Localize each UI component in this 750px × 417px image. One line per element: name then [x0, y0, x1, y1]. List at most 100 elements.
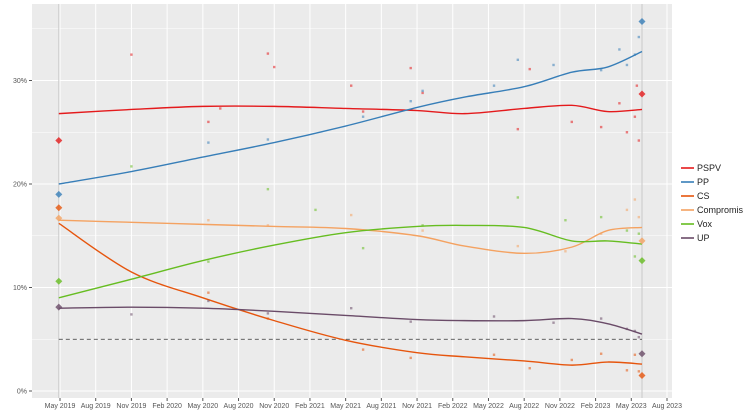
poll-point — [637, 370, 641, 373]
trend-line-vox — [58, 224, 643, 299]
trend-line-cs — [58, 222, 643, 366]
poll-point — [633, 329, 637, 333]
x-tick-label: Aug 2023 — [652, 403, 682, 410]
poll-point — [350, 307, 353, 310]
poll-point — [421, 89, 424, 93]
poll-point — [633, 255, 637, 258]
poll-point — [618, 102, 621, 105]
poll-point — [350, 213, 353, 217]
poll-point — [635, 84, 639, 87]
poll-point — [361, 348, 365, 351]
election-result-marker — [638, 18, 646, 26]
poll-point — [207, 299, 210, 303]
poll-point — [599, 215, 603, 219]
election-result-marker — [55, 303, 63, 311]
x-tick-label: Nov 2020 — [259, 403, 289, 410]
poll-point — [207, 291, 210, 294]
poll-point — [516, 244, 520, 248]
poll-point — [409, 356, 412, 360]
poll-point — [637, 35, 641, 39]
poll-point — [637, 139, 641, 142]
poll-point — [130, 53, 133, 56]
poll-point — [207, 219, 210, 222]
poll-point — [516, 196, 520, 199]
legend-label: PP — [697, 177, 709, 187]
election-result-marker — [638, 237, 646, 245]
y-tick-label: 30% — [13, 78, 27, 85]
poll-point — [266, 187, 270, 191]
trend-line-up — [58, 306, 643, 335]
poll-point — [625, 327, 629, 331]
poll-point — [350, 84, 353, 87]
poll-point — [625, 63, 629, 67]
poll-point — [492, 353, 496, 356]
poll-point — [207, 120, 210, 124]
poll-point — [266, 138, 270, 141]
poll-point — [361, 110, 365, 113]
poll-point — [130, 313, 133, 316]
legend-label: UP — [697, 233, 710, 243]
poll-point — [516, 127, 520, 131]
poll-point — [266, 317, 270, 320]
poll-point — [633, 353, 637, 356]
poll-point — [570, 358, 573, 362]
poll-point — [618, 48, 621, 51]
y-tick-label: 20% — [13, 182, 27, 189]
poll-point — [266, 312, 270, 315]
poll-point — [409, 320, 412, 323]
poll-point — [409, 100, 412, 103]
poll-point — [570, 120, 573, 124]
poll-point — [599, 352, 603, 355]
poll-point — [266, 52, 270, 55]
plot-background — [32, 4, 672, 398]
x-tick-label: Feb 2020 — [152, 403, 182, 410]
poll-point — [599, 232, 603, 235]
x-tick-label: Feb 2023 — [581, 403, 611, 410]
poll-point — [552, 63, 555, 67]
x-tick-label: May 2023 — [616, 403, 647, 410]
x-tick-label: Feb 2021 — [295, 403, 325, 410]
poll-point — [625, 229, 629, 232]
x-tick-label: May 2022 — [473, 403, 504, 410]
poll-point — [421, 229, 424, 232]
poll-point — [637, 215, 641, 219]
poll-point — [599, 317, 603, 320]
election-result-marker — [638, 257, 646, 265]
poll-point — [273, 65, 276, 69]
x-tick-label: Aug 2022 — [509, 403, 539, 410]
poll-point — [625, 131, 629, 134]
x-tick-label: May 2019 — [45, 403, 76, 410]
legend-label: CS — [697, 191, 710, 201]
trend-line-compromis — [58, 219, 643, 255]
poll-point — [421, 224, 424, 227]
x-tick-label: Aug 2019 — [81, 403, 111, 410]
poll-point — [633, 115, 637, 118]
poll-point — [409, 66, 412, 70]
election-result-marker — [55, 190, 63, 198]
x-tick-label: May 2021 — [330, 403, 361, 410]
poll-point — [633, 198, 637, 201]
poll-point — [625, 369, 629, 372]
election-result-marker — [55, 137, 63, 145]
poll-point — [637, 232, 641, 235]
poll-point — [564, 219, 567, 222]
legend-label: PSPV — [697, 163, 721, 173]
poll-point — [637, 335, 641, 339]
poll-point — [361, 115, 365, 118]
poll-point — [633, 53, 637, 56]
poll-point — [528, 67, 531, 71]
poll-point — [219, 107, 222, 110]
x-tick-label: Nov 2019 — [116, 403, 146, 410]
poll-point — [564, 250, 567, 253]
poll-point — [492, 84, 496, 87]
legend-label: Compromis — [697, 205, 744, 215]
poll-point — [528, 367, 531, 370]
poll-point — [207, 141, 210, 144]
trend-line-pp — [58, 50, 643, 185]
poll-point — [421, 91, 424, 95]
poll-point — [516, 58, 520, 61]
poll-point — [207, 260, 210, 263]
election-result-marker — [55, 277, 63, 285]
x-tick-label: Nov 2022 — [545, 403, 575, 410]
